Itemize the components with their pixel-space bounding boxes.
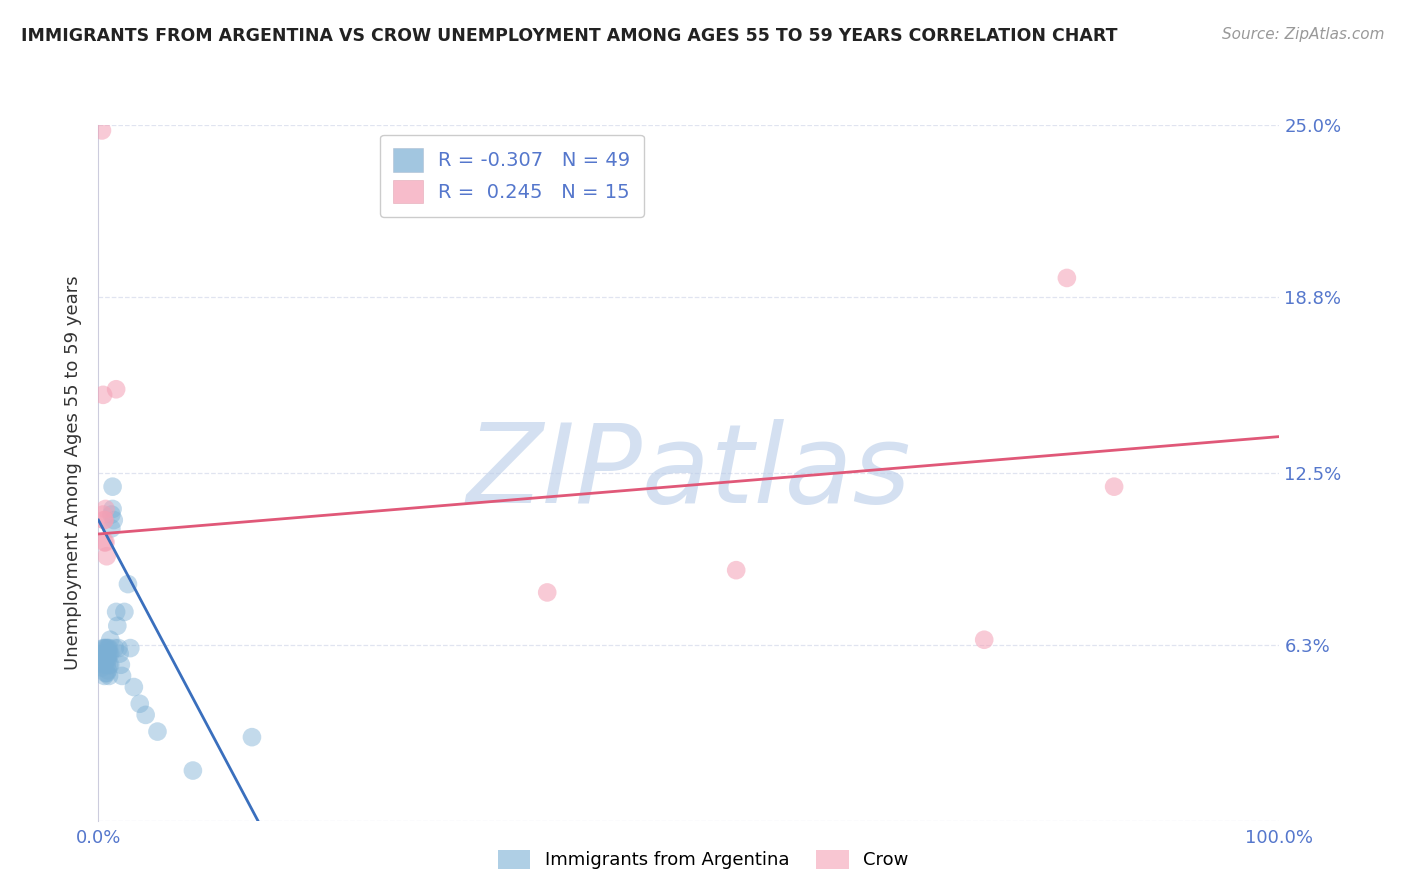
Point [110, 657, 132, 672]
Point [96, 641, 118, 656]
Point [103, 513, 125, 527]
Point [108, 647, 131, 661]
Point [94, 641, 117, 656]
Point [101, 480, 124, 494]
Point [91, 655, 114, 669]
Point [536, 585, 558, 599]
Legend: R = -0.307   N = 49, R =  0.245   N = 15: R = -0.307 N = 49, R = 0.245 N = 15 [380, 135, 644, 217]
Point [93, 647, 115, 661]
Point [91, 647, 114, 661]
Point [91, 641, 114, 656]
Point [97, 664, 120, 678]
Point [122, 680, 145, 694]
Text: ZIPatlas: ZIPatlas [467, 419, 911, 526]
Point [111, 669, 134, 683]
Point [973, 632, 995, 647]
Point [117, 577, 139, 591]
Point [105, 382, 128, 396]
Point [94, 666, 117, 681]
Point [94, 535, 117, 549]
Point [181, 764, 204, 778]
Point [100, 521, 122, 535]
Point [93, 641, 115, 656]
Point [91, 660, 114, 674]
Y-axis label: Unemployment Among Ages 55 to 59 years: Unemployment Among Ages 55 to 59 years [65, 276, 83, 670]
Point [98, 657, 121, 672]
Point [112, 605, 135, 619]
Point [107, 641, 129, 656]
Point [1056, 271, 1078, 285]
Point [96, 652, 118, 666]
Point [96, 657, 118, 672]
Point [97, 652, 120, 666]
Point [104, 641, 127, 656]
Point [101, 502, 124, 516]
Point [98, 669, 121, 683]
Point [240, 730, 263, 744]
Point [105, 605, 128, 619]
Point [100, 508, 122, 522]
Point [93, 669, 115, 683]
Point [96, 666, 118, 681]
Point [93, 513, 115, 527]
Point [98, 647, 121, 661]
Point [93, 657, 115, 672]
Point [93, 513, 115, 527]
Point [98, 647, 121, 661]
Point [93, 535, 115, 549]
Point [146, 724, 169, 739]
Point [135, 707, 157, 722]
Point [97, 641, 120, 656]
Point [98, 641, 121, 656]
Point [96, 647, 118, 661]
Point [91, 123, 114, 137]
Point [1102, 480, 1125, 494]
Point [94, 502, 117, 516]
Point [90, 652, 112, 666]
Text: IMMIGRANTS FROM ARGENTINA VS CROW UNEMPLOYMENT AMONG AGES 55 TO 59 YEARS CORRELA: IMMIGRANTS FROM ARGENTINA VS CROW UNEMPL… [21, 27, 1118, 45]
Point [98, 632, 121, 647]
Point [96, 549, 118, 564]
Point [91, 508, 114, 522]
Point [128, 697, 150, 711]
Point [120, 641, 142, 656]
Text: Source: ZipAtlas.com: Source: ZipAtlas.com [1222, 27, 1385, 42]
Legend: Immigrants from Argentina, Crow: Immigrants from Argentina, Crow [488, 841, 918, 879]
Point [725, 563, 748, 577]
Point [98, 657, 121, 672]
Point [105, 619, 128, 633]
Point [91, 388, 114, 402]
Point [94, 652, 117, 666]
Point [97, 647, 120, 661]
